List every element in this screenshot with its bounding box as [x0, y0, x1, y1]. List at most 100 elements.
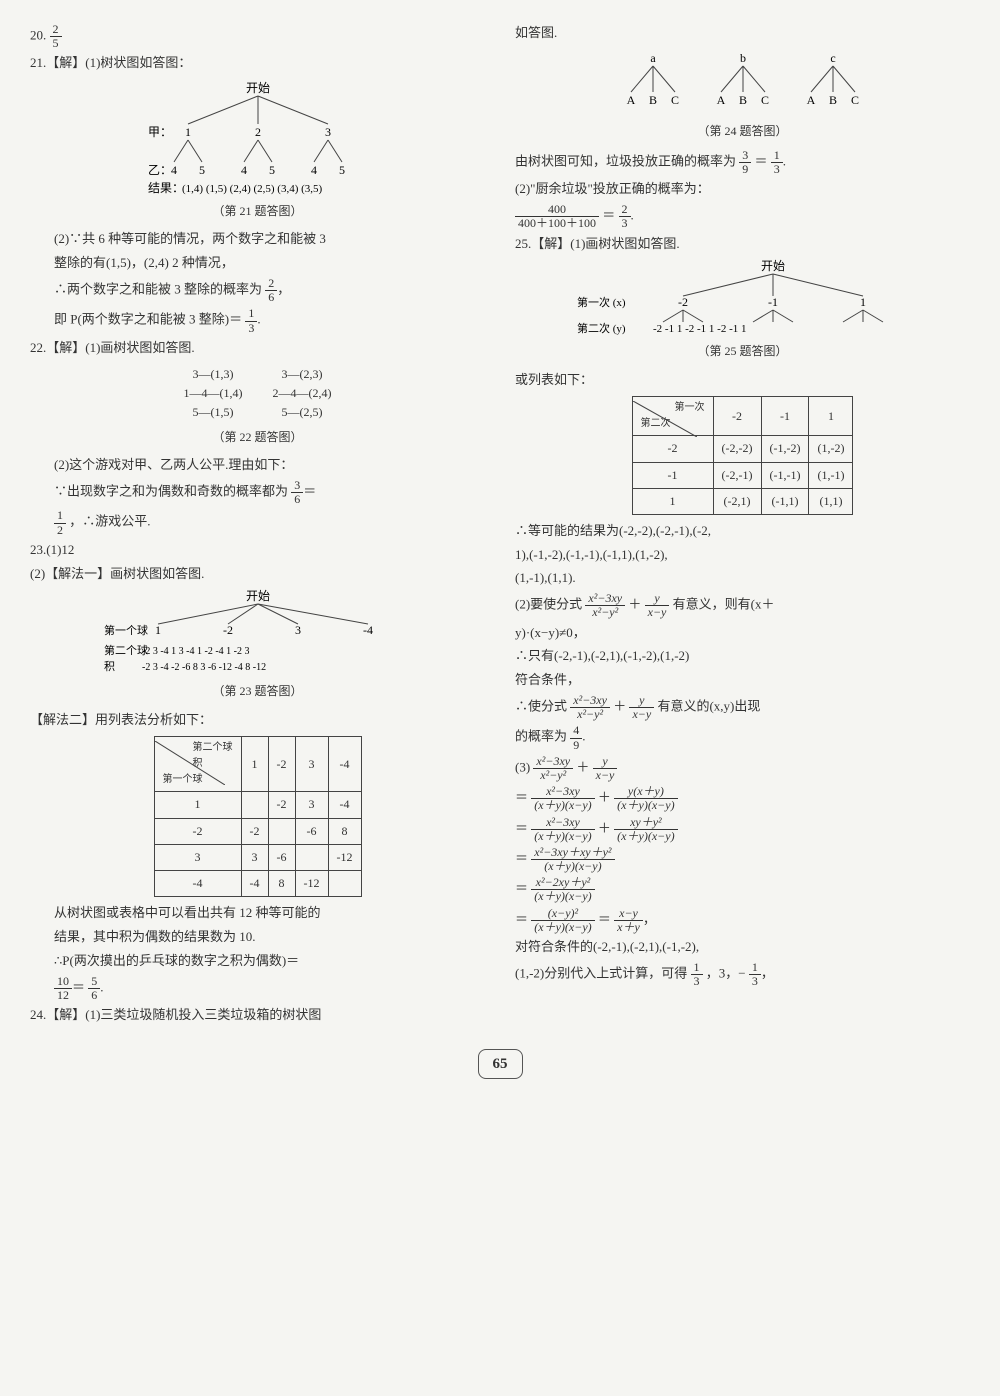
- svg-text:-4: -4: [363, 623, 373, 637]
- r7: ∴使分式 x²−3xyx²−y² ＋ yx−y 有意义的(x,y)出现: [515, 694, 970, 721]
- svg-text:5: 5: [199, 163, 205, 177]
- q23-3b: 结果，其中积为偶数的结果数为 10.: [54, 927, 485, 948]
- r1: 由树状图可知，垃圾投放正确的概率为 39 ＝ 13.: [515, 149, 970, 176]
- eq1: ＝ x²−3xy(x＋y)(x−y) ＋ y(x＋y)(x＋y)(x−y): [515, 785, 970, 812]
- tree-25: 开始 第一次 (x) -2 -1 1 第二次 (y) -2 -1 1 -2 -1…: [573, 258, 913, 338]
- svg-text:1: 1: [860, 295, 866, 309]
- r6b: 符合条件，: [515, 670, 970, 691]
- tree-23: 开始 第一个球 1 -2 3 -4 第二个球 -2 3 -4 1 3 -4 1 …: [98, 588, 418, 678]
- svg-text:4: 4: [241, 163, 247, 177]
- svg-text:A: A: [716, 93, 725, 107]
- r4c: (1,-1),(1,1).: [515, 568, 970, 589]
- q21-head: 21.【解】(1)树状图如答图：: [30, 53, 485, 74]
- svg-text:-2 -1 1 -2 -1 1 -2 -1 1: -2 -1 1 -2 -1 1 -2 -1 1: [653, 323, 746, 335]
- svg-text:A: A: [806, 93, 815, 107]
- eq2: ＝ x²−3xy(x＋y)(x−y) ＋ xy＋y²(x＋y)(x−y): [515, 816, 970, 843]
- q22-2c: 12 ，∴游戏公平.: [54, 509, 485, 536]
- r5c: y)·(x−y)≠0，: [515, 623, 970, 644]
- cap25: （第 25 题答图）: [515, 342, 970, 361]
- svg-text:积: 积: [104, 660, 115, 673]
- svg-text:3: 3: [325, 125, 331, 139]
- svg-text:C: C: [670, 93, 678, 107]
- cap23: （第 23 题答图）: [30, 682, 485, 701]
- svg-text:C: C: [850, 93, 858, 107]
- svg-text:-2 3 -4 -2 -6 8 3 -6 -12 -4: -2 3 -4 -2 -6 8 3 -6 -12 -4 8 -12: [142, 662, 266, 673]
- svg-text:开始: 开始: [245, 81, 269, 95]
- q20-line: 20. 25: [30, 23, 485, 50]
- r0: 如答图.: [515, 23, 970, 44]
- q21-2a: (2)∵共 6 种等可能的情况，两个数字之和能被 3: [54, 229, 485, 250]
- q23-3d: 1012＝ 56.: [54, 975, 485, 1002]
- q23-3a: 从树状图或表格中可以看出共有 12 种等可能的: [54, 903, 485, 924]
- tree-22: 3—(1,3) 1—4—(1,4) 5—(1,5) 3—(2,3) 2—4—(2…: [30, 365, 485, 423]
- r11: (1,-2)分别代入上式计算，可得 13 ，3，− 13，: [515, 961, 970, 988]
- q23-2: (2)【解法一】画树状图如答图.: [30, 564, 485, 585]
- svg-text:-2: -2: [678, 295, 688, 309]
- svg-text:-1: -1: [768, 295, 778, 309]
- svg-text:2: 2: [255, 125, 261, 139]
- q22-2a: (2)这个游戏对甲、乙两人公平.理由如下：: [54, 455, 485, 476]
- r2-frac: 400400＋100＋100 ＝ 23.: [515, 203, 970, 230]
- eq3: ＝ x²−3xy＋xy＋y²(x＋y)(x−y): [515, 846, 970, 873]
- svg-text:第一个球: 第一个球: [104, 623, 148, 637]
- svg-text:5: 5: [269, 163, 275, 177]
- cap22: （第 22 题答图）: [30, 428, 485, 447]
- svg-text:B: B: [648, 93, 656, 107]
- q23-m2: 【解法二】用列表法分析如下：: [30, 710, 485, 731]
- svg-text:-2 3 -4 1 3 -4 1 -2 -4 1: -2 3 -4 1 3 -4 1 -2 -4 1 -2 3: [142, 646, 249, 657]
- tree-24: a b c A B C A B C A B C: [583, 48, 903, 118]
- svg-text:开始: 开始: [760, 259, 784, 273]
- r5: (2)要使分式 x²−3xyx²−y² ＋ yx−y 有意义，则有(x＋: [515, 592, 970, 619]
- svg-text:1: 1: [155, 623, 161, 637]
- svg-text:开始: 开始: [245, 589, 269, 603]
- q20-frac: 25: [50, 23, 62, 50]
- r4b: 1),(-1,-2),(-1,-1),(-1,1),(1,-2),: [515, 545, 970, 566]
- q24-1: 24.【解】(1)三类垃圾随机投入三类垃圾箱的树状图: [30, 1005, 485, 1026]
- page-number: 65: [30, 1049, 970, 1079]
- r6: ∴只有(-2,-1),(-2,1),(-1,-2),(1,-2): [515, 646, 970, 667]
- svg-text:c: c: [830, 51, 835, 65]
- eq5: ＝ (x−y)²(x＋y)(x−y) ＝ x−yx＋y，: [515, 907, 970, 934]
- svg-text:B: B: [738, 93, 746, 107]
- r10: 对符合条件的(-2,-1),(-2,1),(-1,-2),: [515, 937, 970, 958]
- svg-text:(1,4) (1,5) (2,4) (2,5) (3,4): (1,4) (1,5) (2,4) (2,5) (3,4) (3,5): [182, 183, 323, 195]
- q20-label: 20.: [30, 28, 46, 43]
- r2: (2)"厨余垃圾"投放正确的概率为：: [515, 179, 970, 200]
- svg-text:C: C: [760, 93, 768, 107]
- q23-3c: ∴P(两次摸出的乒乓球的数字之积为偶数)＝: [54, 951, 485, 972]
- svg-text:结果：: 结果：: [148, 181, 184, 195]
- svg-text:-2: -2: [223, 623, 233, 637]
- r8: 的概率为 49.: [515, 724, 970, 751]
- cap21: （第 21 题答图）: [30, 202, 485, 221]
- table-25: 第一次 第二次 -2-11 -2(-2,-2)(-1,-2)(1,-2) -1(…: [632, 396, 854, 515]
- q22-head: 22.【解】(1)画树状图如答图.: [30, 338, 485, 359]
- svg-text:第二次 (y): 第二次 (y): [577, 321, 626, 335]
- svg-text:乙：: 乙：: [148, 163, 172, 177]
- svg-text:3: 3: [295, 623, 301, 637]
- cap24: （第 24 题答图）: [515, 122, 970, 141]
- q21-2b: 整除的有(1,5)，(2,4) 2 种情况，: [54, 253, 485, 274]
- q22-2b: ∵出现数字之和为偶数和奇数的概率都为 36＝: [54, 479, 485, 506]
- svg-text:4: 4: [311, 163, 317, 177]
- right-column: 如答图. a b c A B C A B C A B C （第 24 题答图） …: [515, 20, 970, 1029]
- q25-head: 25.【解】(1)画树状图如答图.: [515, 234, 970, 255]
- svg-text:4: 4: [171, 163, 177, 177]
- table-23: 第二个球 积 第一个球 1 -2 3 -4 1-23-4 -2-2-68 33-…: [154, 736, 362, 897]
- tree-21: 开始 甲： 1 2 3 乙： 4 5 4 5 4 5 结果： (1,4) (1,…: [128, 78, 388, 198]
- svg-text:A: A: [626, 93, 635, 107]
- svg-text:1: 1: [185, 125, 191, 139]
- q21-2d: 即 P(两个数字之和能被 3 整除)＝ 13.: [54, 307, 485, 334]
- svg-text:b: b: [740, 51, 746, 65]
- svg-text:B: B: [828, 93, 836, 107]
- q23-1: 23.(1)12: [30, 540, 485, 561]
- left-column: 20. 25 21.【解】(1)树状图如答图： 开始 甲： 1 2 3 乙： 4…: [30, 20, 485, 1029]
- r9-head: (3) x²−3xyx²−y² ＋ yx−y: [515, 755, 970, 782]
- svg-text:甲：: 甲：: [148, 125, 172, 139]
- svg-text:5: 5: [339, 163, 345, 177]
- r3: 或列表如下：: [515, 370, 970, 391]
- svg-text:第一次 (x): 第一次 (x): [577, 295, 626, 309]
- eq4: ＝ x²−2xy＋y²(x＋y)(x−y): [515, 876, 970, 903]
- q21-2c: ∴两个数字之和能被 3 整除的概率为 26，: [54, 277, 485, 304]
- r4a: ∴等可能的结果为(-2,-2),(-2,-1),(-2,: [515, 521, 970, 542]
- svg-text:a: a: [650, 51, 656, 65]
